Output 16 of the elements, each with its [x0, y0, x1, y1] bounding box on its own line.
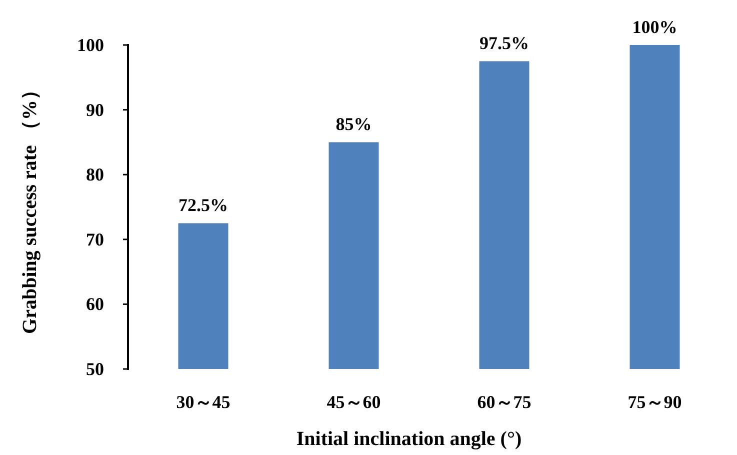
y-axis-title: Grabbing success rate （%）: [19, 80, 41, 334]
data-label: 100%: [632, 17, 678, 37]
y-tick-label: 60: [86, 294, 104, 314]
x-axis-title: Initial inclination angle (°): [296, 428, 522, 450]
y-tick-label: 70: [86, 229, 104, 250]
data-label: 72.5%: [178, 195, 228, 216]
x-tick-label: 75～90: [628, 392, 682, 412]
y-tick-label: 80: [86, 164, 104, 185]
y-tick-label: 100: [77, 35, 104, 55]
data-label: 85%: [336, 114, 372, 134]
x-tick-label: 30～45: [176, 392, 230, 412]
y-tick-label: 90: [86, 100, 104, 120]
data-label: 97.5%: [480, 33, 529, 54]
x-tick-label: 60～75: [477, 392, 532, 412]
x-tick-label: 45～60: [326, 392, 381, 412]
y-tick-label: 50: [86, 359, 104, 379]
